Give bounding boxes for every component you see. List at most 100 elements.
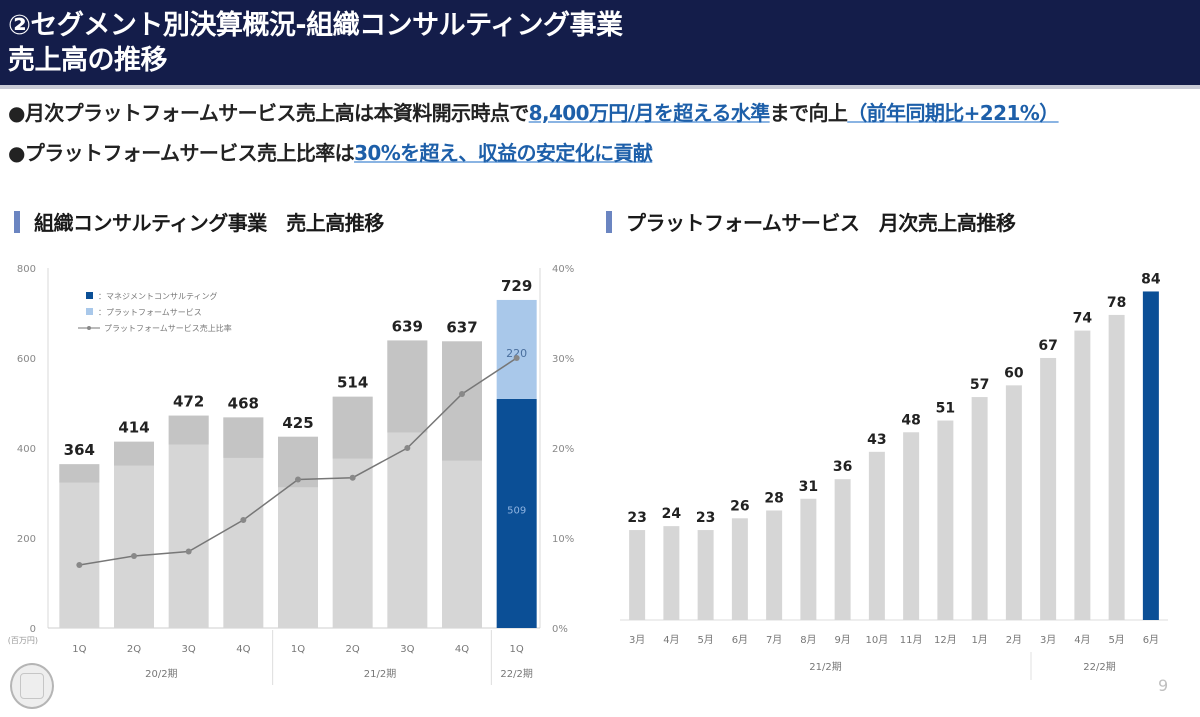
ratio-point [459,391,465,397]
bar [1074,330,1091,620]
bar-value-label: 84 [1141,271,1161,287]
x-tick-label: 5月 [697,634,713,646]
bullet-text-suffix: まで向上 [769,101,848,125]
bar-total-label: 639 [392,317,423,335]
bar-total-label: 637 [446,318,477,336]
bar-value-label: 48 [901,412,920,428]
x-tick-label: 10月 [866,634,889,646]
page-number: 9 [1158,676,1169,695]
y-tick-label: 800 [17,264,36,275]
x-group-label: 22/2期 [1083,661,1115,673]
bar [971,397,988,620]
x-group-label: 21/2期 [364,668,396,680]
bar-value-label: 24 [662,506,682,522]
y2-tick-label: 30% [552,354,574,365]
x-tick-label: 1Q [510,644,524,655]
x-tick-label: 4Q [236,644,250,655]
x-tick-label: 7月 [766,634,782,646]
ratio-point [404,445,411,451]
bar [903,432,920,620]
bar [731,518,748,620]
bar [766,510,783,620]
bar [629,530,646,620]
chart1-title-text: 組織コンサルティング事業 売上高推移 [34,211,384,235]
legend-swatch-management [86,292,93,299]
bar-value-label: 78 [1107,295,1126,311]
bar-value-label: 43 [867,432,886,448]
bullet-marker: ● [8,101,25,125]
x-tick-label: 11月 [900,634,923,646]
bar [697,530,714,620]
y-tick-label: 200 [17,534,36,545]
y-unit-label: (百万円) [8,636,38,645]
bar-total-label: 514 [337,374,368,392]
legend-marker-ratio [87,326,91,330]
bar-value-label: 31 [799,479,818,495]
bar-total-label: 364 [64,441,95,459]
ratio-point [76,562,83,568]
x-tick-label: 8月 [800,634,816,646]
bar-platform-service-past [168,415,209,445]
x-tick-label: 2Q [346,644,360,655]
x-tick-label: 1月 [971,634,987,646]
bar-platform-service-past [332,396,373,459]
x-tick-label: 3月 [1040,634,1056,646]
bar-platform-service-past [442,341,482,461]
y2-tick-label: 0% [552,624,568,635]
y-tick-label: 0 [30,624,36,635]
slide-subtitle: 売上高の推移 [8,45,168,76]
legend-label-platform: ：プラットフォームサービス [98,308,202,317]
bar-management-consulting-past [59,464,100,628]
ratio-point [131,553,137,559]
bar [1108,314,1125,620]
x-tick-label: 2Q [127,644,141,655]
chart2-title-text: プラットフォームサービス 月次売上高推移 [626,211,1016,235]
bar-value-label: 74 [1073,311,1093,327]
slide-title: ②セグメント別決算概況-組織コンサルティング事業 [8,10,623,41]
header-divider [0,85,1200,89]
bar [663,526,680,620]
bullet-highlight: 8,400万円/月を超える水準 [528,101,771,125]
x-tick-label: 9月 [834,634,850,646]
ratio-point [513,355,520,361]
x-tick-label: 4月 [1074,634,1090,646]
bar-value-label: 67 [1038,338,1057,354]
bar-total-label: 414 [118,419,149,437]
bar-value-label: 26 [730,498,749,514]
bullet-text: 月次プラットフォームサービス売上高は本資料開示時点で [24,101,529,125]
bar-total-label: 472 [173,393,204,411]
bar-segment-label: 220 [506,347,527,360]
bar [937,420,954,620]
x-tick-label: 3月 [629,634,645,646]
bullet-highlight-yoy: （前年同期比+221%） [847,101,1059,125]
bar-platform-service-past [387,340,428,433]
bullet-highlight: 30%を超え、収益の安定化に貢献 [354,141,653,165]
bullet-text: プラットフォームサービス売上比率は [24,141,355,165]
bar [800,498,817,620]
bullet-2: ●プラットフォームサービス売上比率は30%を超え、収益の安定化に貢献 [8,137,653,166]
bar [868,451,885,620]
x-group-label: 20/2期 [145,668,177,680]
bar-management-consulting-past [168,415,209,628]
bar-value-label: 23 [696,510,715,526]
bar-management-consulting [496,398,537,628]
title-marker [14,211,20,233]
y2-tick-label: 20% [552,444,574,455]
ratio-point [185,548,192,555]
x-group-label: 22/2期 [500,668,532,680]
bar-management-consulting-past [114,441,154,628]
chart1-title: 組織コンサルティング事業 売上高推移 [14,207,384,236]
x-tick-label: 4Q [455,644,469,655]
x-group-label: 21/2期 [809,661,841,673]
y2-tick-label: 40% [552,264,574,275]
bar-value-label: 51 [936,401,955,417]
slide-header: ②セグメント別決算概況-組織コンサルティング事業 売上高の推移 [0,0,1200,85]
bar-total-label: 468 [228,394,259,412]
bar-total-label: 425 [282,414,313,432]
legend-label-ratio: プラットフォームサービス売上比率 [104,323,232,333]
bar [834,479,851,620]
y-tick-label: 600 [17,354,36,365]
y-tick-label: 400 [17,444,36,455]
bar-platform-service-past [59,464,100,483]
